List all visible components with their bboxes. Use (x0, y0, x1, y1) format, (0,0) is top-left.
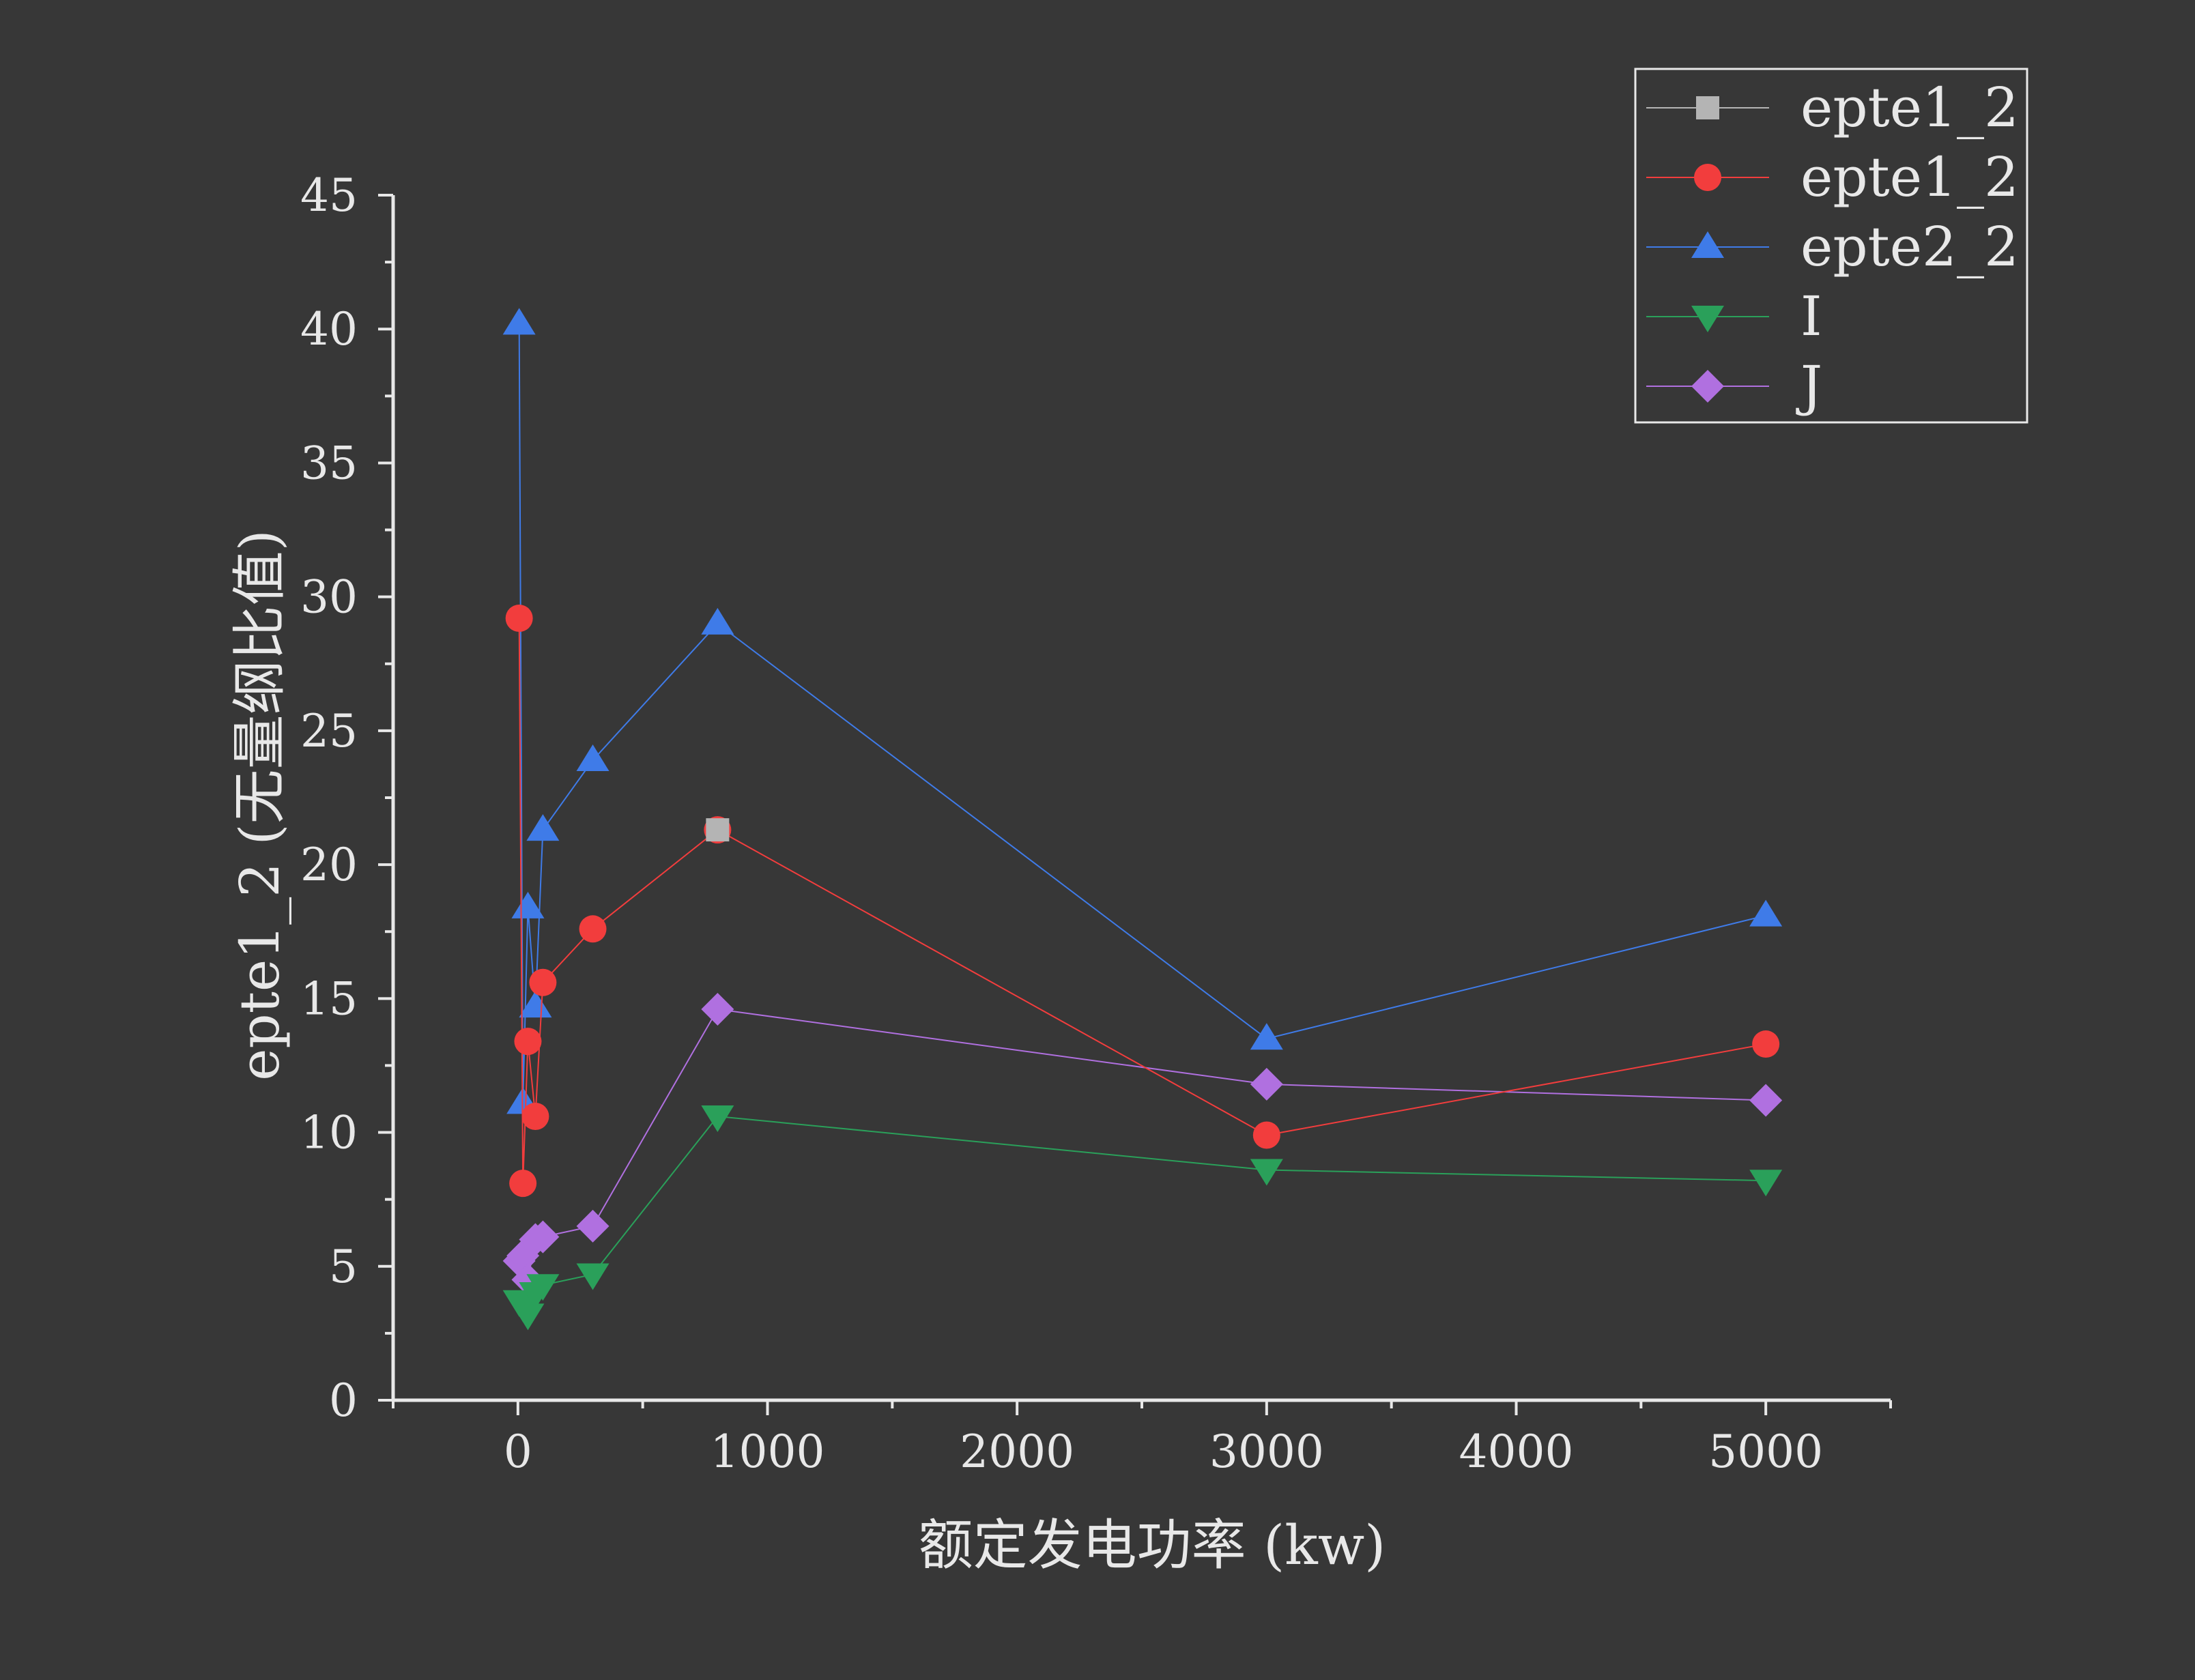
legend-item: J (1646, 354, 1822, 418)
x-tick-label: 0 (504, 1425, 532, 1478)
y-tick-label: 15 (300, 972, 358, 1025)
data-point (576, 744, 609, 772)
data-point (1252, 1121, 1280, 1149)
x-axis-ticks: 0 1000 2000 3000 4000 5000 (392, 1400, 1892, 1478)
data-point (1749, 1084, 1783, 1117)
data-point (526, 814, 560, 841)
data-point (576, 1209, 609, 1243)
legend-label: epte1_2 (1801, 145, 2019, 209)
y-tick-label: 30 (300, 571, 358, 624)
data-point (529, 968, 557, 996)
legend-marker (1696, 96, 1719, 119)
y-tick-label: 45 (300, 169, 358, 222)
legend-label: epte2_2 (1801, 215, 2019, 278)
series-line (518, 323, 1766, 1103)
x-axis-title: 额定发电功率 (kw) (919, 1514, 1386, 1577)
data-point (526, 1220, 560, 1254)
data-point (579, 915, 607, 943)
series-line (518, 1008, 1766, 1280)
y-tick-label: 0 (329, 1374, 358, 1427)
data-point (1250, 1023, 1283, 1050)
series-1 (505, 605, 1780, 1198)
legend-label: I (1801, 285, 1822, 348)
data-point (511, 1303, 545, 1331)
legend-item: I (1646, 285, 1822, 348)
data-point (505, 605, 533, 633)
y-tick-label: 25 (300, 705, 358, 757)
legend-item: epte1_2 (1646, 145, 2019, 209)
x-tick-label: 2000 (960, 1425, 1074, 1478)
data-point (514, 1028, 542, 1056)
series-0 (706, 818, 730, 842)
data-point (511, 891, 545, 918)
legend-marker (1691, 231, 1724, 258)
plot-area (502, 308, 1783, 1331)
legend-marker (1694, 164, 1721, 191)
axes (391, 195, 1891, 1402)
y-tick-label: 10 (300, 1107, 358, 1159)
series-2 (502, 308, 1783, 1114)
series-4 (502, 993, 1783, 1297)
data-point (502, 308, 536, 335)
series-line (518, 1115, 1766, 1316)
y-tick-label: 5 (329, 1241, 358, 1293)
series-line (518, 618, 1766, 1184)
data-point (576, 1263, 609, 1290)
data-point (706, 818, 730, 842)
y-axis-title: epte1_2 (无量纲比值) (228, 530, 291, 1081)
series-3 (502, 1105, 1783, 1331)
legend-label: J (1796, 354, 1822, 418)
x-tick-label: 1000 (711, 1425, 825, 1478)
y-tick-label: 20 (300, 839, 358, 891)
legend-label: epte1_2 (1801, 76, 2019, 139)
data-point (1250, 1067, 1283, 1101)
data-point (1752, 1030, 1780, 1058)
x-tick-label: 4000 (1459, 1425, 1574, 1478)
legend-marker (1691, 370, 1724, 403)
x-tick-label: 3000 (1209, 1425, 1324, 1478)
y-axis-ticks: 0 5 10 15 20 25 30 35 40 45 (300, 169, 393, 1427)
data-point (526, 1274, 560, 1301)
data-point (701, 993, 734, 1026)
data-point (509, 1170, 537, 1198)
data-point (1749, 1170, 1783, 1197)
data-point (701, 607, 734, 635)
x-tick-label: 5000 (1708, 1425, 1823, 1478)
y-tick-label: 40 (300, 303, 358, 356)
y-tick-label: 35 (300, 437, 358, 489)
data-point (519, 991, 552, 1018)
legend-box (1634, 68, 2028, 424)
data-point (1250, 1159, 1283, 1186)
legend-marker (1691, 306, 1724, 332)
data-point (521, 1103, 549, 1131)
data-point (1749, 899, 1783, 927)
legend-item: epte1_2 (1646, 76, 2019, 139)
legend-item: epte2_2 (1646, 215, 2019, 278)
data-point (701, 1105, 734, 1133)
